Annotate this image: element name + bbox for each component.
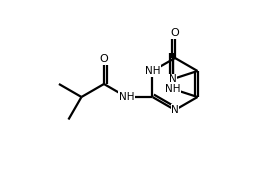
Text: NH: NH (165, 84, 180, 94)
Text: NH: NH (145, 66, 160, 76)
Text: N: N (171, 105, 179, 115)
Text: NH: NH (119, 92, 134, 102)
Text: O: O (171, 28, 179, 38)
Text: N: N (169, 74, 177, 84)
Text: O: O (100, 54, 108, 64)
